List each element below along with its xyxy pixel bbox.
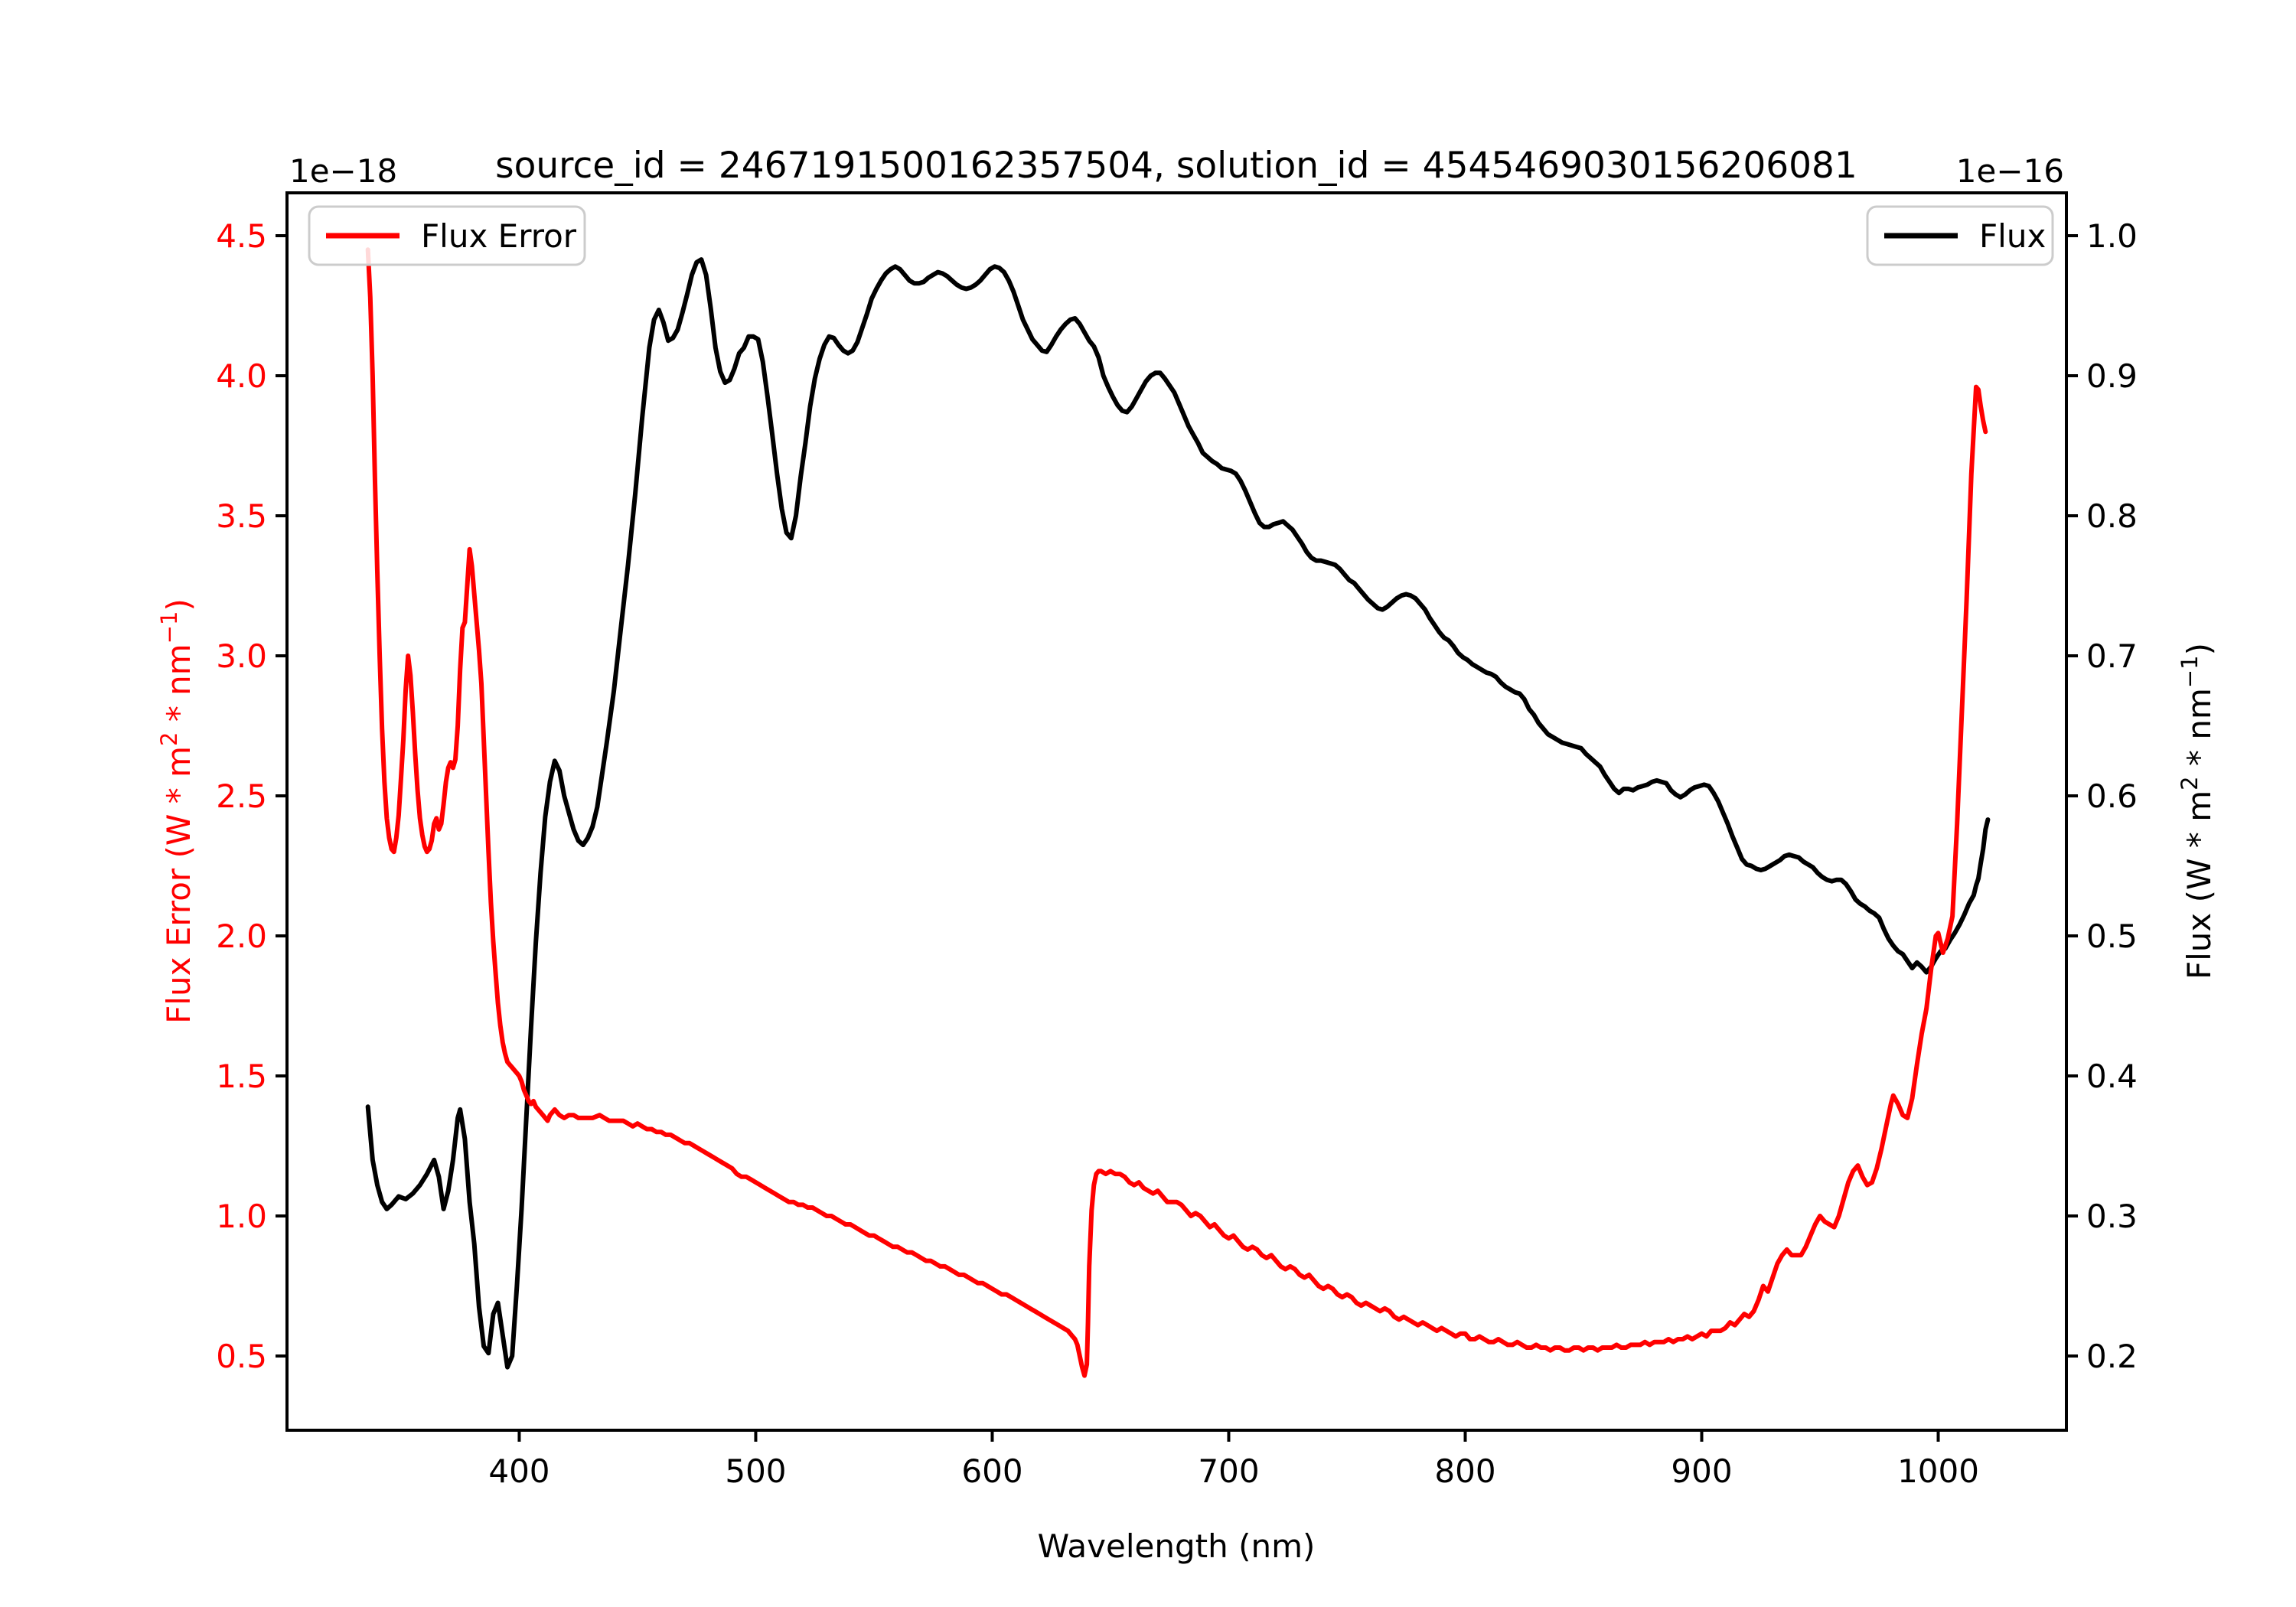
right-tick-label-0.6: 0.6	[2086, 777, 2138, 815]
left-tick-label-2.0: 2.0	[216, 918, 267, 955]
right-tick-label-0.7: 0.7	[2086, 637, 2138, 675]
right-y-axis-label: Flux (W * m2 * nm−1)	[2177, 643, 2218, 980]
series-flux-error	[365, 247, 1988, 1378]
left-tick-label-2.5: 2.5	[216, 777, 267, 815]
plot-border	[285, 191, 2068, 1432]
curves-layer	[365, 247, 1991, 1378]
legend-flux-error-box	[308, 205, 586, 266]
x-tick-label-800: 800	[1434, 1452, 1495, 1490]
legend-flux: Flux	[1866, 205, 2054, 266]
legend-flux-error: Flux Error	[308, 205, 586, 266]
ticks-layer: 400 500 600 700 800 900 1000 4.5 4.0 3.5 3.0 2.5 2.0…	[216, 217, 2138, 1490]
left-axis-offset: 1e−18	[289, 152, 397, 190]
left-tick-label-0.5: 0.5	[216, 1338, 267, 1375]
x-tick-label-700: 700	[1198, 1452, 1259, 1490]
right-tick-label-0.9: 0.9	[2086, 357, 2138, 395]
left-tick-label-4.0: 4.0	[216, 357, 267, 395]
right-tick-label-0.2: 0.2	[2086, 1338, 2138, 1375]
chart-title: source_id = 2467191500162357504, solutio…	[495, 145, 1857, 187]
left-tick-label-1.0: 1.0	[216, 1198, 267, 1235]
right-tick-label-0.3: 0.3	[2086, 1198, 2138, 1235]
left-y-axis-label: Flux Error (W * m2 * nm−1)	[156, 598, 197, 1024]
x-tick-label-900: 900	[1671, 1452, 1732, 1490]
left-tick-label-1.5: 1.5	[216, 1058, 267, 1095]
right-tick-label-0.4: 0.4	[2086, 1058, 2138, 1095]
x-tick-label-400: 400	[488, 1452, 550, 1490]
legend-flux-error-label: Flux Error	[421, 217, 577, 255]
left-tick-label-3.5: 3.5	[216, 497, 267, 535]
left-tick-label-4.5: 4.5	[216, 217, 267, 255]
legend-flux-box	[1866, 205, 2054, 266]
right-tick-label-0.5: 0.5	[2086, 918, 2138, 955]
left-tick-label-3.0: 3.0	[216, 637, 267, 675]
legend-flux-label: Flux	[1979, 217, 2046, 255]
series-flux	[365, 257, 1991, 1370]
x-tick-label-600: 600	[961, 1452, 1022, 1490]
x-tick-label-500: 500	[725, 1452, 786, 1490]
right-tick-label-1.0: 1.0	[2086, 217, 2138, 255]
right-axis-offset: 1e−16	[1956, 152, 2064, 190]
x-tick-label-1000: 1000	[1897, 1452, 1979, 1490]
x-axis-label: Wavelength (nm)	[1038, 1527, 1316, 1565]
right-tick-label-0.8: 0.8	[2086, 497, 2138, 535]
